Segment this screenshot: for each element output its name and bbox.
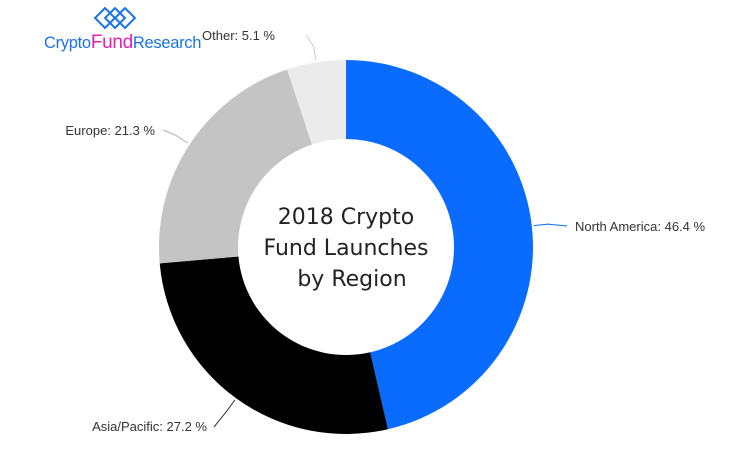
- donut-slice-europe: [159, 69, 312, 264]
- slice-labels: North America: 46.4 % Asia/Pacific: 27.2 …: [65, 28, 705, 434]
- logo: CryptoFundResearch: [44, 6, 214, 56]
- leader-line: [533, 223, 568, 227]
- leader-line: [162, 129, 189, 144]
- slice-label: North America: 46.4 %: [575, 219, 705, 234]
- slice-label: Asia/Pacific: 27.2 %: [92, 419, 207, 434]
- logo-text-crypto: Crypto: [44, 34, 91, 52]
- linked-squares-logo-icon: [93, 6, 137, 30]
- logo-text-research: Research: [132, 34, 202, 52]
- center-title-line: by Region: [297, 267, 406, 292]
- slice-label: Europe: 21.3 %: [65, 123, 155, 138]
- donut-slice-other: [287, 60, 346, 145]
- center-title-line: 2018 Crypto: [278, 205, 414, 230]
- leader-lines: [162, 34, 568, 428]
- logo-wordmark: CryptoFundResearch: [44, 32, 201, 54]
- donut-slice-asia-pacific: [159, 256, 388, 434]
- donut-slices: [159, 60, 534, 434]
- center-title: 2018 Crypto Fund Launches by Region: [264, 205, 429, 292]
- slice-label: Other: 5.1 %: [202, 28, 275, 43]
- donut-slice-north-america: [346, 60, 534, 430]
- leader-line: [213, 399, 236, 428]
- logo-text-fund: Fund: [90, 32, 133, 53]
- leader-line: [305, 34, 317, 61]
- center-title-line: Fund Launches: [264, 236, 429, 261]
